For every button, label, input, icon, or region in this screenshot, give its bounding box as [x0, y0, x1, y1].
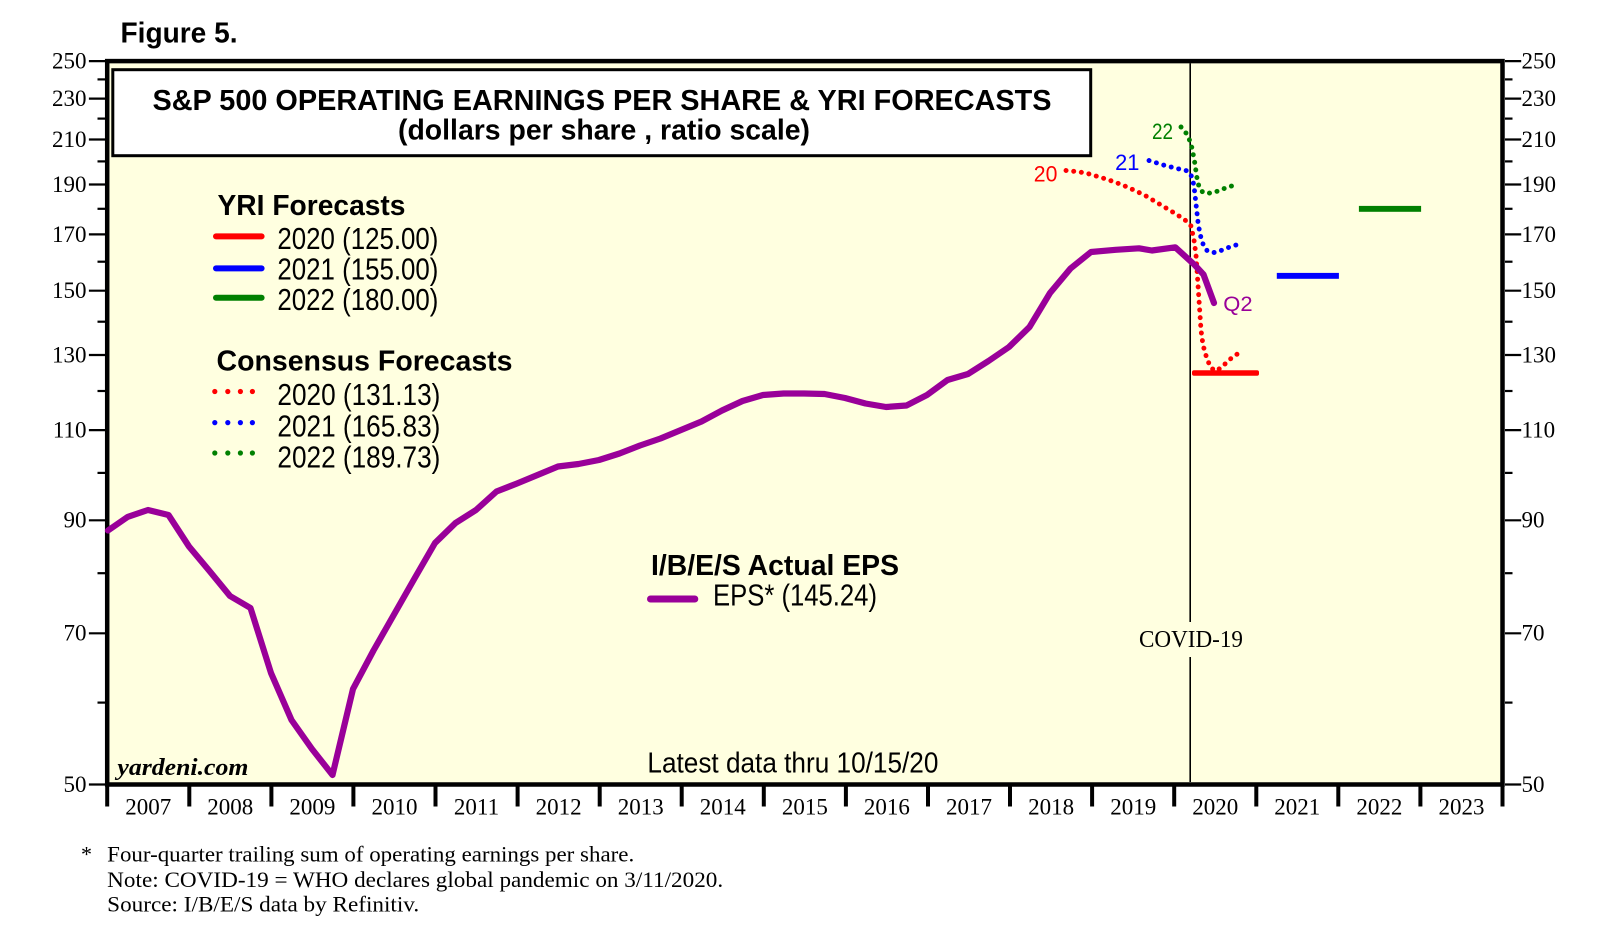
svg-text:90: 90 [64, 508, 87, 533]
svg-text:(dollars per share , ratio sca: (dollars per share , ratio scale) [398, 115, 810, 147]
svg-text:230: 230 [52, 86, 87, 111]
svg-text:150: 150 [1522, 278, 1557, 303]
svg-text:2020 (131.13): 2020 (131.13) [277, 377, 440, 412]
svg-text:2021: 2021 [1274, 795, 1320, 820]
svg-text:Q2: Q2 [1223, 293, 1252, 316]
svg-text:Figure 5.: Figure 5. [121, 18, 238, 50]
svg-text:2012: 2012 [536, 795, 582, 820]
svg-text:2010: 2010 [372, 795, 418, 820]
svg-text:2020 (125.00): 2020 (125.00) [277, 221, 438, 256]
svg-text:2007: 2007 [125, 795, 171, 820]
svg-text:110: 110 [53, 418, 87, 443]
svg-text:YRI Forecasts: YRI Forecasts [218, 190, 406, 222]
svg-text:2021 (155.00): 2021 (155.00) [277, 252, 438, 287]
svg-text:Four-quarter trailing sum of o: Four-quarter trailing sum of operating e… [107, 842, 634, 867]
svg-text:*: * [81, 842, 92, 867]
svg-text:130: 130 [52, 342, 87, 367]
svg-text:2019: 2019 [1110, 795, 1156, 820]
svg-text:210: 210 [1522, 127, 1557, 152]
svg-text:S&P 500 OPERATING EARNINGS PER: S&P 500 OPERATING EARNINGS PER SHARE & Y… [153, 85, 1052, 117]
svg-text:20: 20 [1034, 162, 1058, 187]
svg-text:COVID-19: COVID-19 [1139, 627, 1243, 653]
svg-text:150: 150 [52, 278, 87, 303]
svg-text:EPS* (145.24): EPS* (145.24) [713, 578, 877, 613]
svg-text:2013: 2013 [618, 795, 664, 820]
svg-text:22: 22 [1152, 119, 1173, 144]
svg-text:I/B/E/S Actual EPS: I/B/E/S Actual EPS [651, 550, 899, 582]
svg-text:50: 50 [1522, 772, 1545, 797]
svg-text:Note: COVID-19 = WHO declares: Note: COVID-19 = WHO declares global pan… [107, 867, 723, 892]
svg-text:170: 170 [52, 222, 87, 247]
svg-text:2017: 2017 [946, 795, 992, 820]
svg-text:250: 250 [52, 49, 87, 74]
svg-text:yardeni.com: yardeni.com [114, 755, 248, 781]
svg-text:210: 210 [52, 127, 87, 152]
svg-text:190: 190 [1522, 172, 1557, 197]
svg-text:2015: 2015 [782, 795, 828, 820]
svg-text:Consensus Forecasts: Consensus Forecasts [217, 346, 513, 378]
svg-text:Source: I/B/E/S data by Refini: Source: I/B/E/S data by Refinitiv. [107, 892, 419, 917]
svg-text:70: 70 [64, 621, 87, 646]
svg-text:50: 50 [64, 772, 87, 797]
svg-text:170: 170 [1522, 222, 1557, 247]
svg-text:190: 190 [52, 172, 87, 197]
svg-text:2021 (165.83): 2021 (165.83) [277, 409, 440, 444]
svg-text:21: 21 [1115, 150, 1139, 175]
svg-text:2022 (180.00): 2022 (180.00) [277, 282, 438, 317]
svg-text:2018: 2018 [1028, 795, 1074, 820]
svg-text:2008: 2008 [207, 795, 253, 820]
svg-text:2016: 2016 [864, 795, 910, 820]
svg-text:70: 70 [1522, 621, 1545, 646]
svg-text:130: 130 [1522, 342, 1557, 367]
svg-text:2022 (189.73): 2022 (189.73) [277, 440, 440, 475]
svg-text:2011: 2011 [454, 795, 499, 820]
svg-text:2020: 2020 [1192, 795, 1238, 820]
svg-text:2022: 2022 [1356, 795, 1402, 820]
svg-text:250: 250 [1522, 49, 1557, 74]
svg-text:110: 110 [1522, 418, 1556, 443]
svg-text:Latest data thru 10/15/20: Latest data thru 10/15/20 [647, 748, 938, 780]
svg-text:2009: 2009 [289, 795, 335, 820]
svg-text:2014: 2014 [700, 795, 747, 820]
svg-text:230: 230 [1522, 86, 1557, 111]
svg-text:2023: 2023 [1439, 795, 1485, 820]
svg-text:90: 90 [1522, 508, 1545, 533]
